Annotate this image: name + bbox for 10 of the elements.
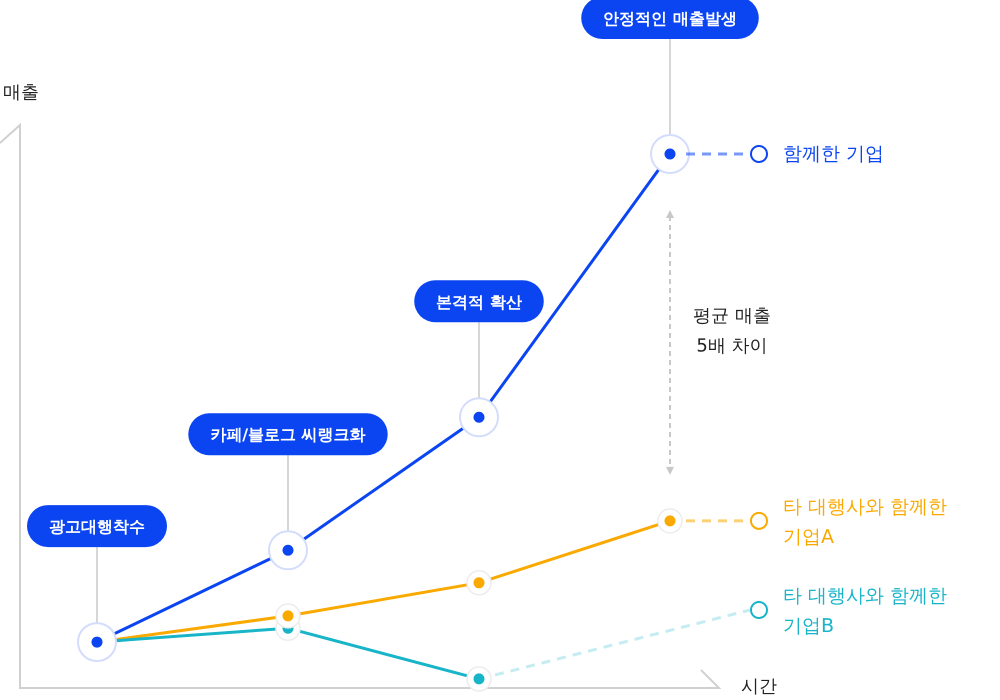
legend-label: 타 대행사와 함께한 기업A bbox=[783, 496, 948, 548]
legend-label: 타 대행사와 함께한 기업B bbox=[783, 585, 948, 637]
legend-label: 함께한 기업 bbox=[783, 143, 884, 165]
annotation: 본격적 확산 bbox=[436, 292, 522, 312]
annotation: 평균 매출 5배 차이 bbox=[693, 305, 771, 356]
annotation: 광고대행착수 bbox=[49, 517, 145, 536]
y-axis-title: 매출 bbox=[3, 82, 39, 103]
text: 안정적인 매출발생 bbox=[603, 9, 737, 28]
x-axis-title: 시간 bbox=[741, 676, 777, 697]
annotation: 카페/블로그 씨랭크화 bbox=[210, 425, 366, 444]
